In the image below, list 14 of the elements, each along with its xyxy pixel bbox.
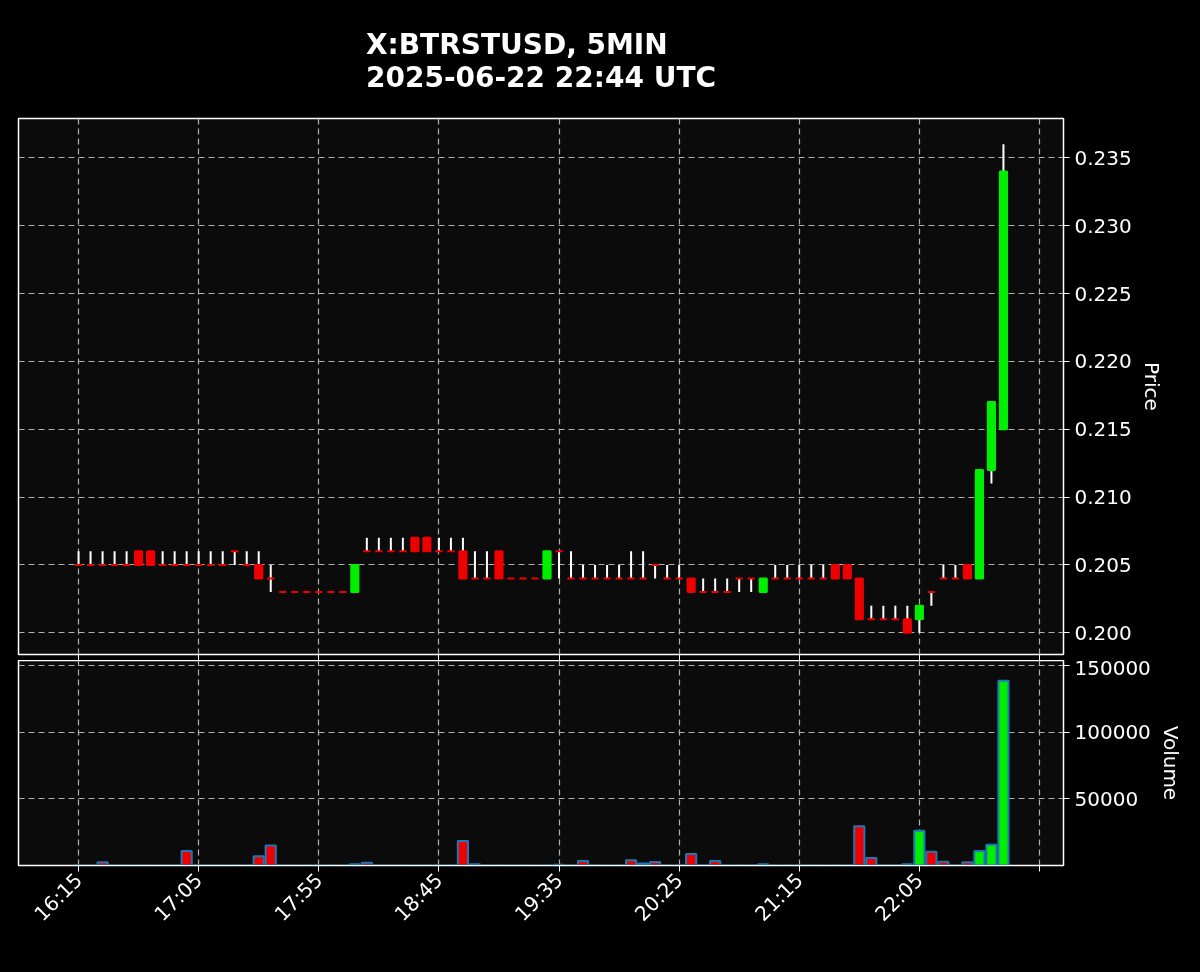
y-axis-title: Price <box>1139 362 1164 411</box>
y-tick-label: 0.200 <box>1074 620 1132 645</box>
y-axis-title: Volume <box>1158 725 1183 801</box>
y-tick-label: 0.210 <box>1074 485 1132 510</box>
y-tick-label: 0.235 <box>1074 145 1132 170</box>
y-tick-label: 150000 <box>1074 655 1151 680</box>
y-tick-label: 100000 <box>1074 720 1151 745</box>
y-tick-label: 0.225 <box>1074 281 1132 306</box>
chart-title: X:BTRSTUSD, 5MIN 2025-06-22 22:44 UTC <box>365 27 717 94</box>
y-tick-label: 0.220 <box>1074 349 1132 374</box>
y-tick-label: 0.215 <box>1074 417 1132 442</box>
y-tick-label: 0.205 <box>1074 552 1132 577</box>
y-tick-label: 0.230 <box>1074 213 1132 238</box>
y-tick-label: 50000 <box>1074 786 1139 811</box>
